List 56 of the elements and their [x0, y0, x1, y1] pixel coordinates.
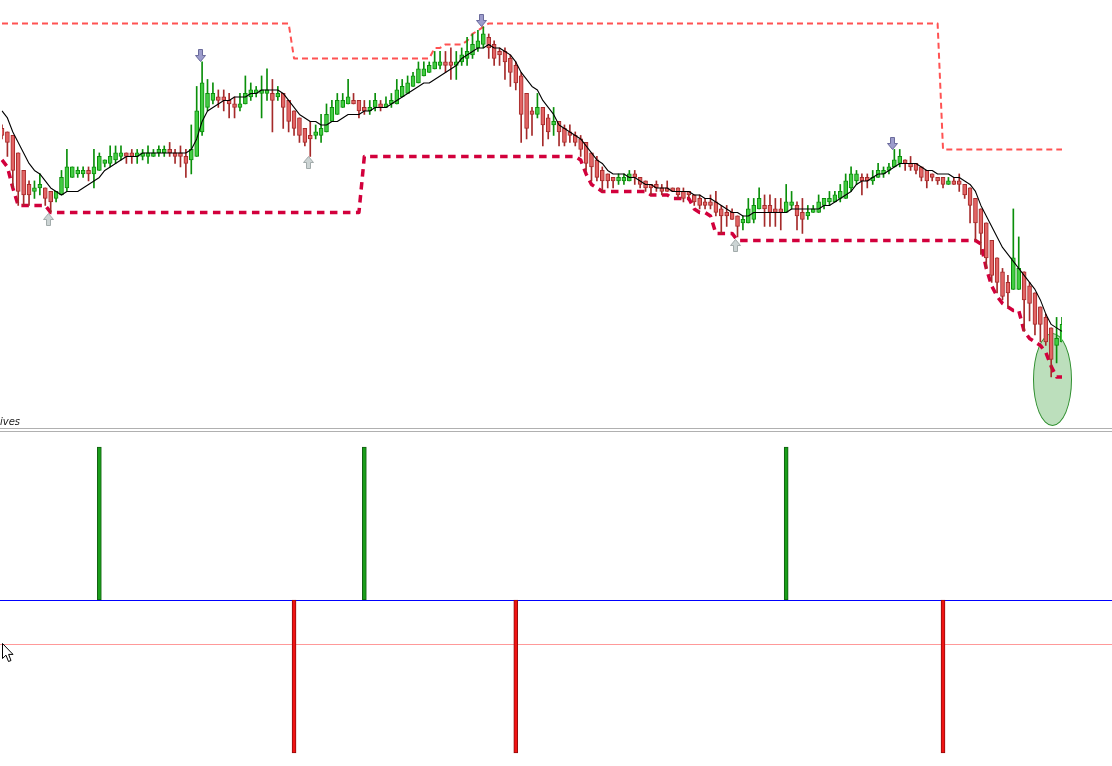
candlestick	[270, 79, 275, 133]
candlestick	[973, 198, 978, 241]
candlestick	[113, 145, 118, 164]
candlestick	[216, 89, 221, 108]
candlestick	[1038, 306, 1043, 343]
candlestick	[562, 124, 567, 147]
candlestick	[962, 184, 967, 199]
candlestick	[1027, 282, 1032, 322]
candlestick	[351, 93, 356, 105]
candlestick	[524, 93, 529, 140]
candlestick	[989, 240, 995, 283]
candlestick	[508, 54, 513, 87]
candlestick	[800, 198, 805, 234]
candlestick	[194, 86, 200, 157]
candlestick	[48, 191, 53, 213]
candlestick	[616, 173, 621, 185]
candlestick	[297, 117, 302, 143]
candlestick	[589, 152, 594, 182]
candlestick	[919, 166, 924, 182]
candlestick	[286, 100, 291, 133]
candlestick	[405, 75, 410, 94]
candlestick	[497, 47, 502, 66]
candlestick	[21, 170, 26, 206]
candlestick	[935, 177, 940, 185]
candlestick	[551, 107, 556, 136]
candlestick	[5, 131, 10, 157]
candlestick	[697, 194, 702, 210]
candlestick	[535, 93, 540, 119]
candlestick	[86, 166, 91, 182]
candlestick	[432, 51, 437, 70]
candlestick	[188, 124, 194, 175]
candlestick	[946, 177, 951, 185]
candlestick	[708, 194, 713, 210]
candlestick	[735, 215, 740, 238]
candlestick	[32, 180, 37, 199]
candlestick	[443, 51, 448, 73]
candlestick	[773, 198, 778, 227]
candlestick	[789, 191, 794, 210]
candlestick	[724, 205, 730, 227]
candlestick	[827, 191, 832, 206]
candlestick	[307, 121, 313, 157]
candlestick	[854, 170, 859, 185]
candlestick	[1000, 268, 1005, 301]
candlestick	[416, 61, 421, 84]
chart-title: ives	[0, 416, 21, 428]
candlestick	[892, 149, 897, 168]
candlestick	[59, 170, 64, 196]
candlestick	[1054, 317, 1059, 364]
candlestick	[762, 194, 767, 227]
candlestick	[97, 152, 102, 171]
candlestick	[232, 96, 237, 119]
candlestick	[1011, 208, 1016, 290]
candlestick	[324, 103, 329, 133]
candlestick	[221, 89, 227, 112]
candlestick	[778, 198, 784, 231]
candlestick	[205, 79, 210, 112]
